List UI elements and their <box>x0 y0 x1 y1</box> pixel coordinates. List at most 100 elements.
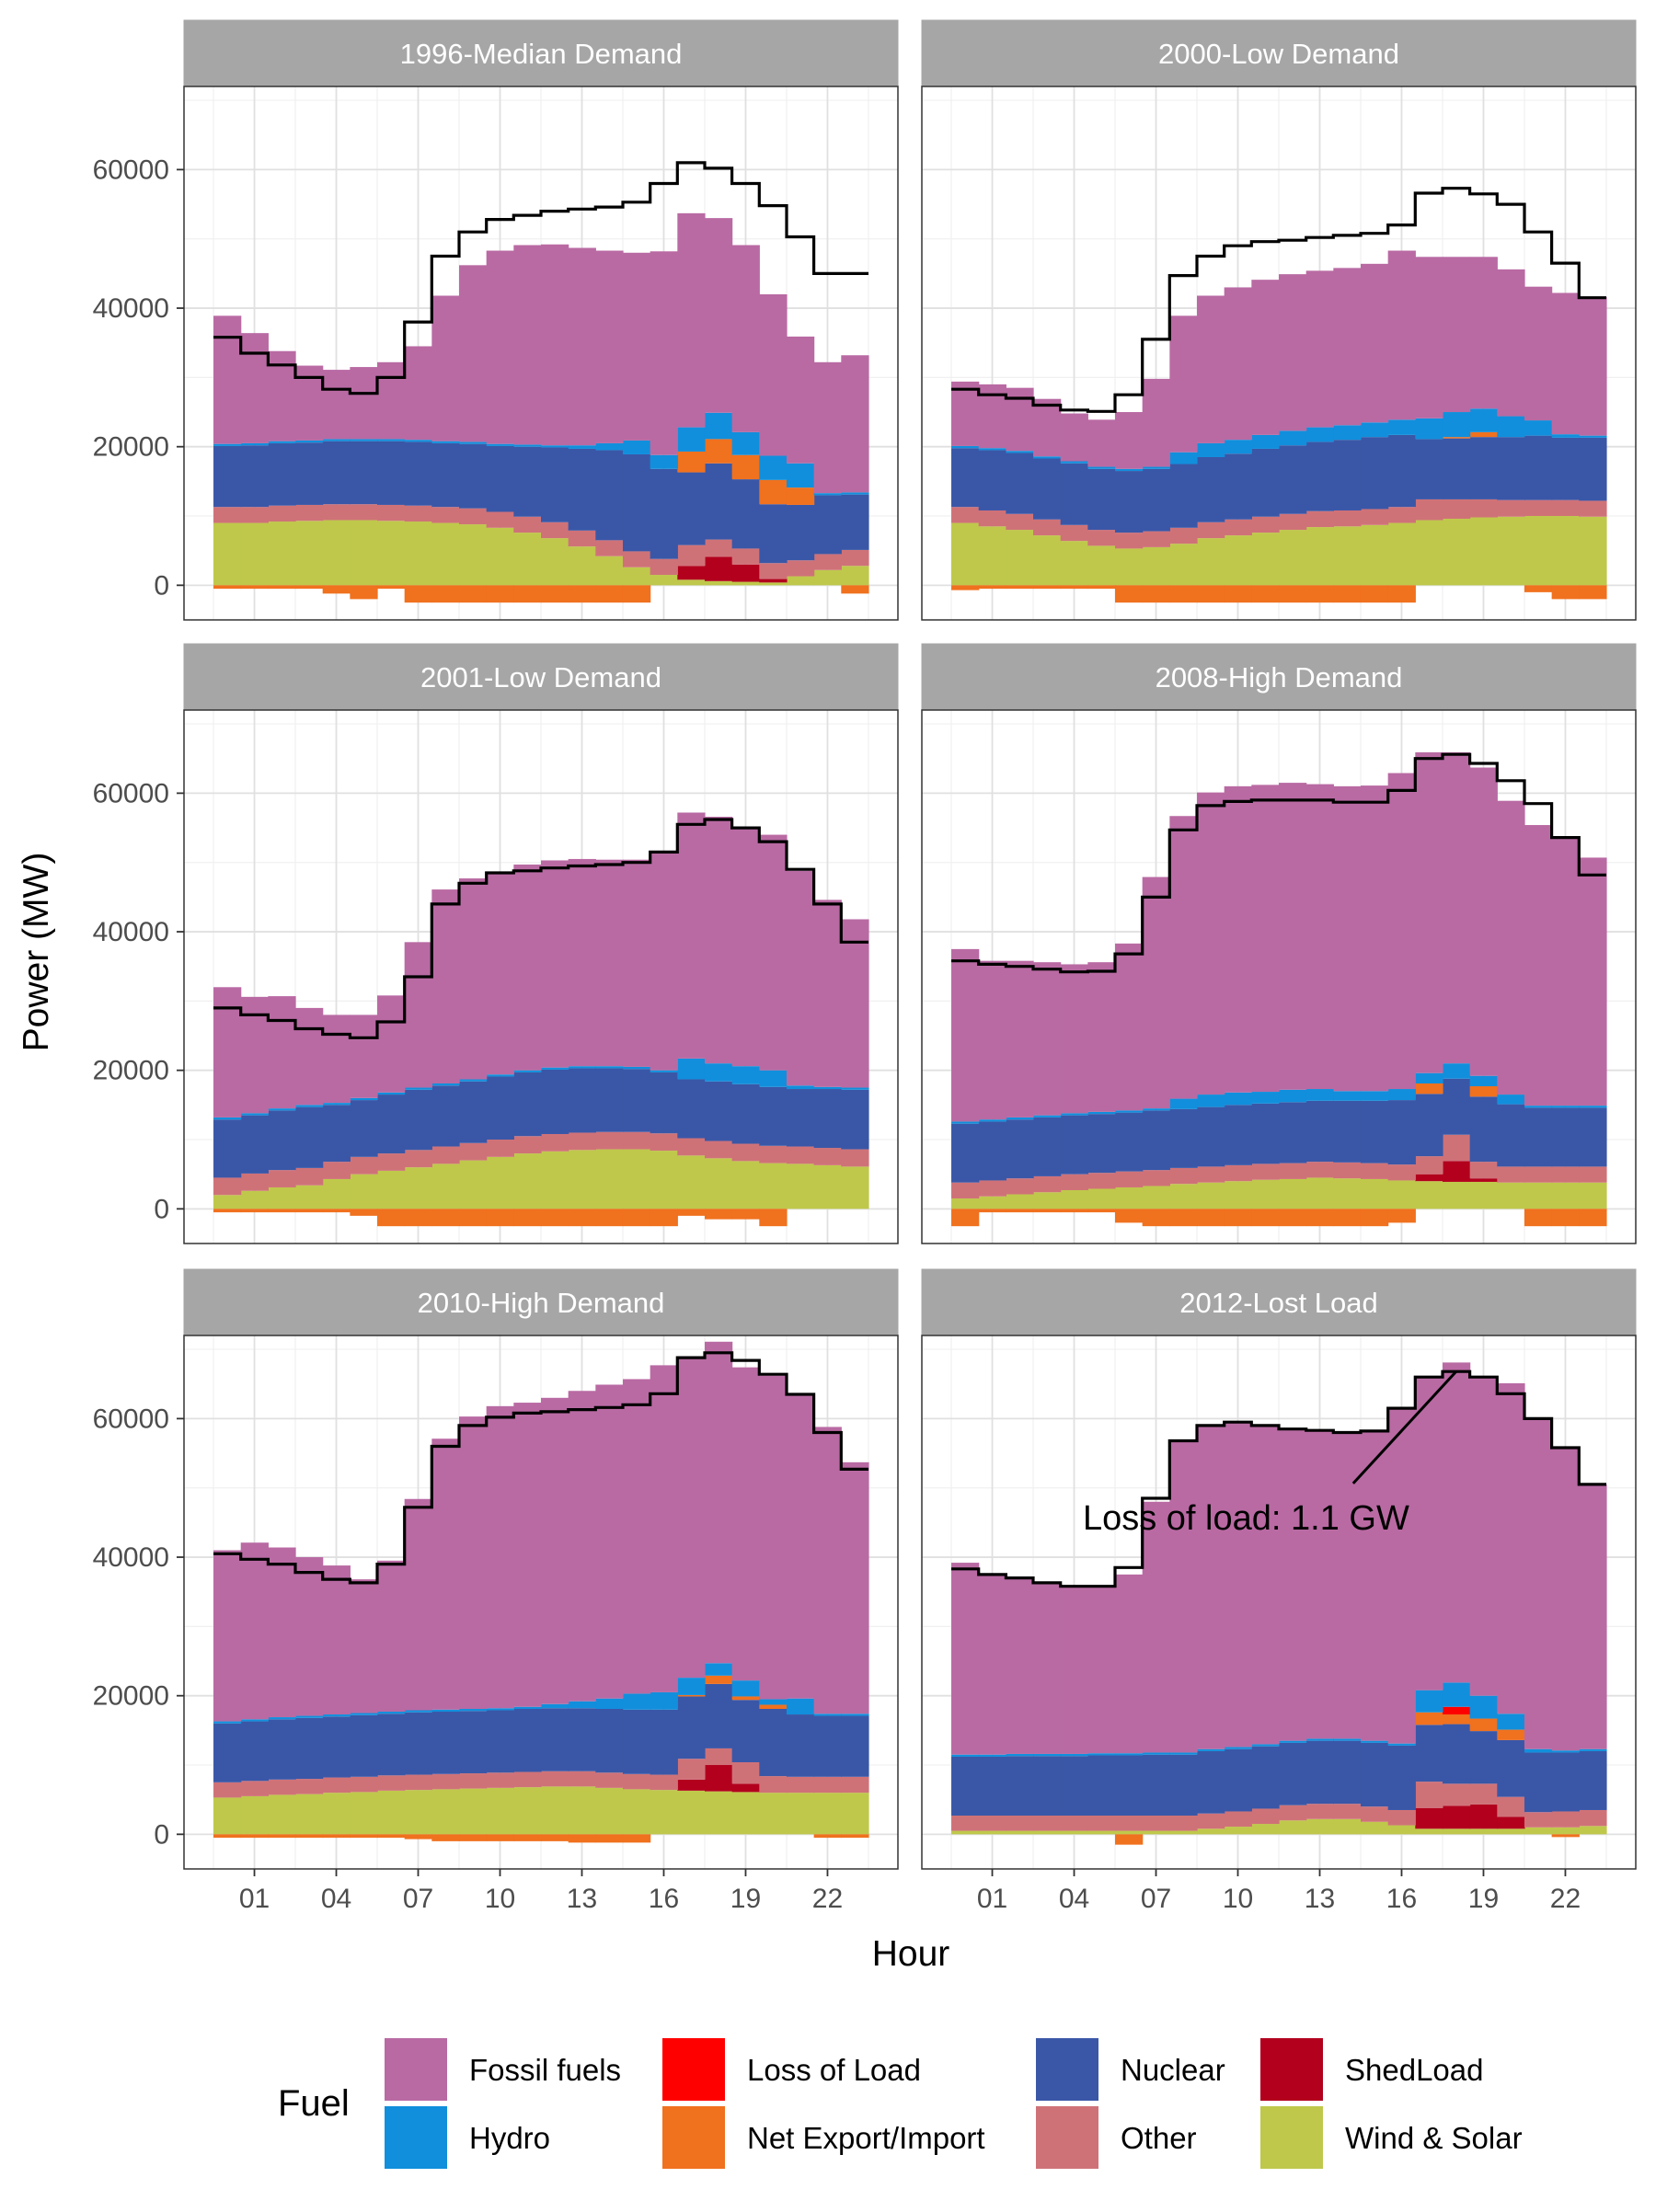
bar-nuclear <box>1087 468 1116 531</box>
bar-fossil-fuels <box>1387 250 1416 420</box>
bar-net-export-import <box>677 451 706 473</box>
bar-wind-solar <box>1279 530 1307 586</box>
bar-hydro <box>541 445 569 448</box>
x-tick-label: 10 <box>1223 1884 1253 1914</box>
bar-other <box>813 1776 842 1794</box>
bar-wind-solar <box>1497 1182 1525 1209</box>
bar-wind-solar <box>786 576 815 586</box>
bar-fossil-fuels <box>1497 1382 1525 1714</box>
bar-fossil-fuels <box>1333 785 1362 1092</box>
bar-nuclear <box>459 443 488 509</box>
bar-hydro <box>1551 1106 1580 1108</box>
bar-wind-solar <box>622 567 651 586</box>
bar-other <box>704 1748 733 1766</box>
series-nuclear <box>951 1724 1607 1816</box>
bar-nuclear <box>1115 1112 1144 1172</box>
bar-net-export-import <box>595 585 624 603</box>
facet-strip <box>183 19 899 87</box>
bar-other <box>1087 530 1116 546</box>
bar-fossil-fuels <box>459 265 488 442</box>
x-tick-label: 16 <box>1386 1884 1417 1914</box>
bar-nuclear <box>541 447 569 522</box>
bar-nuclear <box>1579 1750 1607 1810</box>
series-nuclear <box>213 1068 869 1178</box>
bar-nuclear <box>1115 1755 1144 1816</box>
bar-fossil-fuels <box>1279 1428 1307 1741</box>
bar-other <box>1415 1782 1443 1808</box>
x-tick-label: 16 <box>649 1884 679 1914</box>
bar-nuclear <box>568 448 596 531</box>
bar-other <box>650 558 678 576</box>
bar-hydro <box>1087 1111 1116 1115</box>
bar-fossil-fuels <box>951 948 980 1122</box>
bar-hydro <box>240 442 269 446</box>
bar-nuclear <box>268 442 296 506</box>
bar-nuclear <box>1415 1094 1443 1157</box>
bar-wind-solar <box>295 1185 324 1209</box>
bar-net-export-import <box>459 1834 488 1841</box>
bar-net-export-import <box>513 1834 542 1841</box>
bar-nuclear <box>1197 456 1225 522</box>
bar-other <box>622 1773 651 1790</box>
bar-nuclear <box>841 1715 869 1777</box>
bar-nuclear <box>1060 463 1088 525</box>
bar-net-export-import <box>486 1209 514 1227</box>
bar-nuclear <box>1169 1754 1198 1816</box>
bar-net-export-import <box>1415 1083 1443 1095</box>
bar-wind-solar <box>1524 1827 1553 1835</box>
bar-fossil-fuels <box>404 1498 432 1711</box>
bar-net-export-import <box>350 585 378 600</box>
bar-wind-solar <box>1415 1828 1443 1835</box>
bar-fossil-fuels <box>650 850 678 1071</box>
bar-fossil-fuels <box>1305 784 1334 1090</box>
bar-fossil-fuels <box>1251 1425 1280 1745</box>
bar-hydro <box>1387 419 1416 435</box>
bar-nuclear <box>813 1089 842 1149</box>
series-hydro <box>951 1063 1607 1124</box>
bar-fossil-fuels <box>786 336 815 464</box>
bar-nuclear <box>322 1105 351 1163</box>
bar-hydro <box>568 1701 596 1709</box>
bar-net-export-import <box>841 1834 869 1839</box>
bar-net-export-import <box>350 1834 378 1839</box>
bar-fossil-fuels <box>1033 962 1062 1116</box>
x-axis-title: Hour <box>872 1934 950 1974</box>
bar-wind-solar <box>459 524 488 586</box>
bar-other <box>377 1153 406 1171</box>
bar-wind-solar <box>1551 516 1580 586</box>
bar-shedload <box>704 1765 733 1792</box>
bar-fossil-fuels <box>1579 1484 1607 1749</box>
bar-other <box>431 507 460 523</box>
bar-shedload <box>1469 1804 1498 1829</box>
facet-strip <box>921 643 1637 711</box>
bar-net-export-import <box>1387 585 1416 603</box>
bar-fossil-fuels <box>595 250 624 443</box>
bar-other <box>1360 1806 1389 1822</box>
bar-wind-solar <box>1469 517 1498 586</box>
bar-hydro <box>1224 1092 1252 1106</box>
bar-wind-solar <box>813 569 842 586</box>
bar-wind-solar <box>486 1787 514 1835</box>
bar-wind-solar <box>513 1787 542 1835</box>
bar-net-export-import <box>322 1834 351 1839</box>
bar-fossil-fuels <box>1197 792 1225 1095</box>
bar-net-export-import <box>295 1834 324 1839</box>
bar-loss-of-load <box>1442 1706 1471 1715</box>
bar-other <box>350 504 378 521</box>
bar-other <box>951 1816 980 1831</box>
bar-nuclear <box>978 1756 1006 1816</box>
bar-net-export-import <box>951 1209 980 1227</box>
bar-wind-solar <box>1224 1181 1252 1209</box>
bar-nuclear <box>1551 1107 1580 1167</box>
bar-wind-solar <box>1142 546 1170 586</box>
bar-wind-solar <box>1197 1828 1225 1835</box>
bar-other <box>1251 516 1280 533</box>
bar-hydro <box>786 463 815 488</box>
bar-other <box>1060 1174 1088 1190</box>
y-tick-label: 60000 <box>93 778 169 808</box>
bar-fossil-fuels <box>1142 1501 1170 1753</box>
bar-net-export-import <box>1524 1209 1553 1227</box>
bar-other <box>268 1779 296 1795</box>
bar-net-export-import <box>1469 1718 1498 1732</box>
bar-other <box>459 508 488 525</box>
